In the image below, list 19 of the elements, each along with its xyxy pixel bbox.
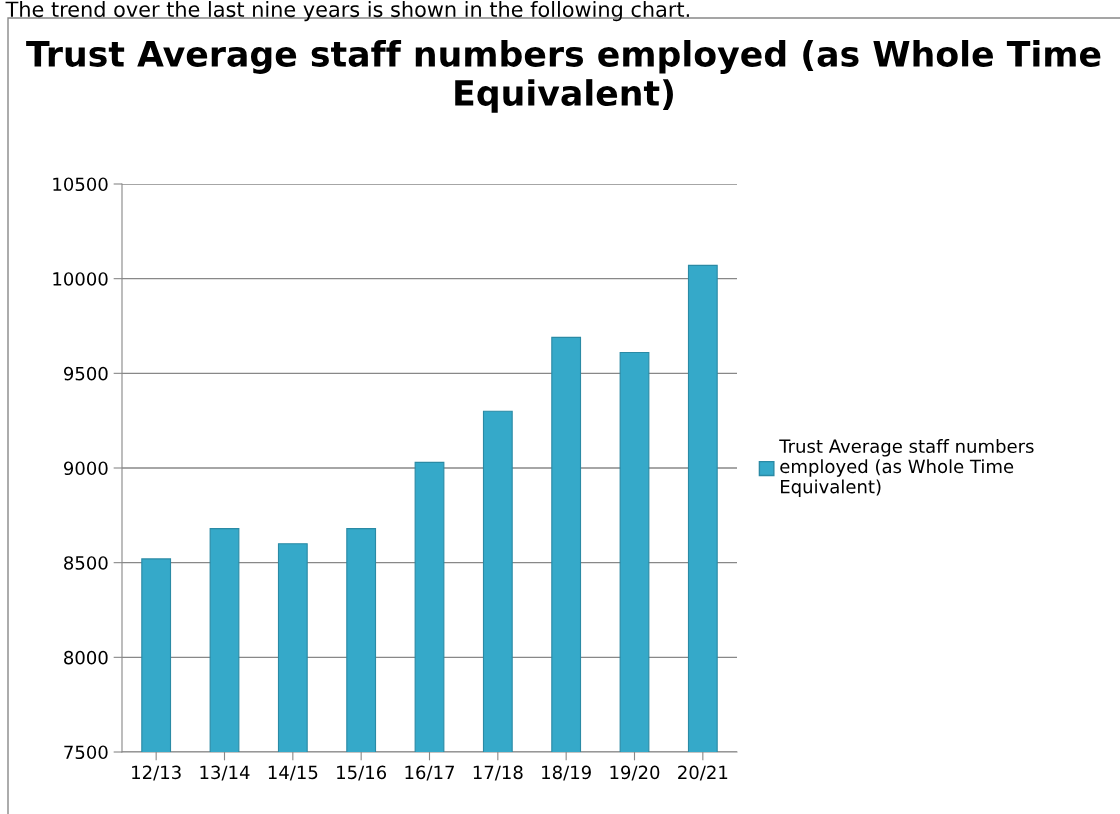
x-tick-label: 13/14	[200, 765, 250, 781]
x-tick-label: 12/13	[132, 765, 181, 781]
y-tick-label: 10000	[53, 272, 108, 286]
x-tick-label: 14/15	[268, 765, 318, 781]
y-tick-label: 9500	[63, 366, 108, 381]
text: The trend over the last nine years is shown in the following chart.	[5, 1, 689, 22]
chart-title: Trust Average staff numbers employed (as Whole Time Equivalent)	[26, 40, 1101, 113]
y-tick-label: 8500	[64, 556, 108, 570]
y-tick-label: 8000	[64, 650, 108, 665]
y-tick-label: 10500	[53, 177, 108, 192]
y-tick-label: 9000	[63, 461, 108, 476]
legend-label: Trust Average staff numbers employed (as Whole Time Equivalent)	[779, 439, 1034, 497]
x-tick-label: 17/18	[473, 765, 523, 781]
x-tick-label: 19/20	[610, 765, 660, 781]
x-tick-label: 18/19	[542, 765, 591, 781]
x-tick-label: 16/17	[405, 765, 454, 781]
y-tick-label: 7500	[64, 745, 108, 760]
x-tick-label: 20/21	[678, 765, 728, 781]
x-tick-label: 15/16	[337, 765, 387, 781]
